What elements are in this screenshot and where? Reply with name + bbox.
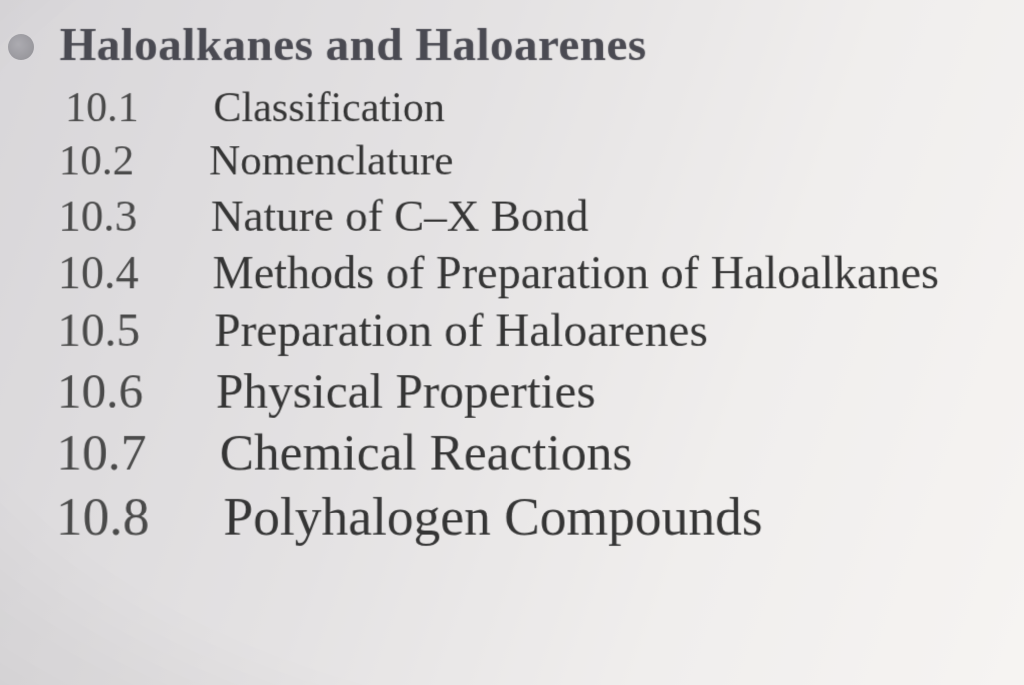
toc-row: 10.2 Nomenclature [59, 136, 996, 185]
textbook-page: Haloalkanes and Haloarenes 10.1 Classifi… [0, 0, 1024, 548]
toc-row: 10.1 Classification [59, 84, 995, 132]
toc-row: 10.3 Nature of C–X Bond [58, 190, 996, 242]
section-number: 10.1 [65, 84, 214, 132]
section-number: 10.7 [56, 424, 220, 483]
toc-row: 10.7 Chemical Reactions [56, 424, 998, 483]
section-title: Classification [213, 84, 445, 132]
section-title: Chemical Reactions [220, 424, 633, 483]
section-number: 10.5 [57, 303, 214, 358]
section-title: Nomenclature [209, 136, 453, 185]
section-title: Polyhalogen Compounds [223, 487, 763, 548]
section-number: 10.4 [58, 246, 213, 299]
toc-row: 10.8 Polyhalogen Compounds [56, 487, 999, 548]
chapter-title: Haloalkanes and Haloarenes [59, 18, 994, 72]
section-title: Methods of Preparation of Haloalkanes [212, 246, 939, 299]
section-title: Nature of C–X Bond [211, 190, 589, 242]
toc-row: 10.4 Methods of Preparation of Haloalkan… [58, 246, 997, 299]
section-title: Physical Properties [216, 362, 596, 420]
toc-row: 10.6 Physical Properties [57, 362, 998, 420]
section-number: 10.2 [59, 136, 210, 185]
toc-row: 10.5 Preparation of Haloarenes [57, 303, 997, 358]
section-number: 10.6 [57, 362, 216, 420]
section-title: Preparation of Haloarenes [214, 303, 708, 358]
section-number: 10.3 [58, 190, 211, 242]
section-number: 10.8 [56, 487, 224, 548]
